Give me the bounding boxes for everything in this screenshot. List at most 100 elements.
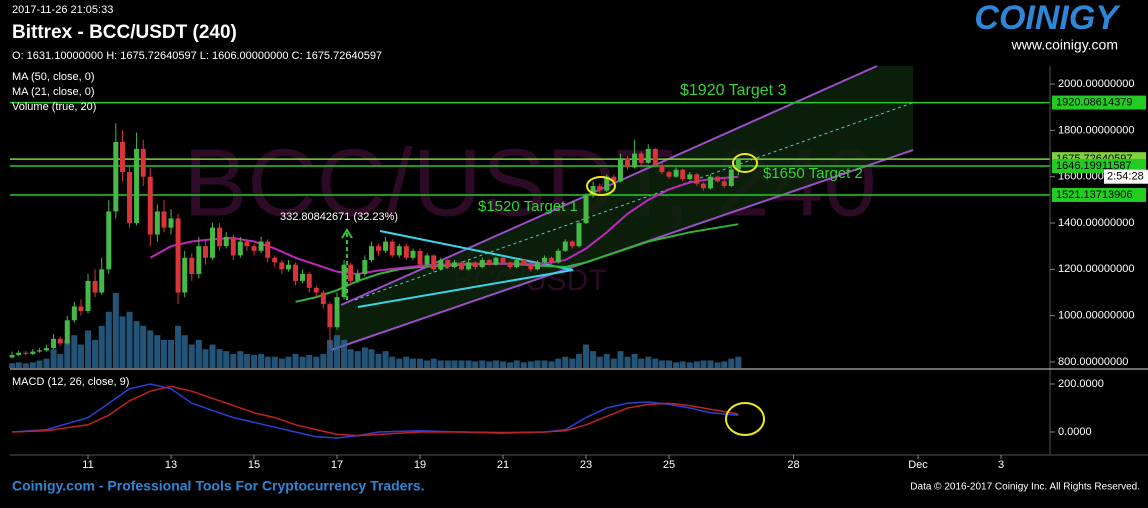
volume-bar	[216, 349, 223, 368]
volume-bar	[548, 361, 555, 368]
candle-body	[604, 176, 610, 191]
candle-body	[389, 241, 395, 256]
candle-body	[313, 287, 319, 293]
candle-body	[721, 181, 727, 186]
volume-bar	[326, 339, 333, 368]
volume-bar	[527, 361, 534, 368]
volume-bar	[112, 293, 119, 368]
y-tick-label: 800.00000000	[1058, 356, 1128, 368]
candle-body	[514, 260, 520, 268]
volume-bar	[36, 360, 43, 368]
candle-body	[106, 211, 112, 270]
volume-bar	[617, 351, 624, 368]
candle-body	[293, 264, 299, 281]
candle-body	[700, 183, 706, 189]
candle-body	[134, 148, 140, 224]
candle-body	[728, 169, 734, 186]
candle-body	[51, 338, 57, 349]
volume-bar	[361, 347, 368, 368]
candle-body	[534, 262, 540, 270]
candle-body	[30, 351, 36, 354]
x-tick-label: 3	[998, 459, 1004, 471]
volume-bar	[15, 362, 22, 368]
candle-body	[708, 176, 714, 189]
countdown: 2:54:28	[1107, 171, 1144, 183]
volume-bar	[520, 362, 527, 368]
candle-body	[666, 172, 672, 177]
candle-body	[154, 211, 160, 235]
candle-body	[597, 185, 603, 191]
footer-right: Data © 2016-2017 Coinigy Inc. All Rights…	[910, 482, 1140, 493]
volume-bar	[22, 363, 29, 368]
y-tick-label: 0.0000	[1058, 426, 1092, 438]
volume-bar	[492, 360, 499, 368]
candle-body	[99, 269, 105, 293]
candle-body	[217, 227, 223, 247]
volume-bar	[693, 361, 700, 368]
candle-body	[223, 236, 229, 247]
volume-bar	[243, 353, 250, 368]
candle-body	[57, 338, 63, 344]
candle-body	[396, 246, 402, 256]
logo: COINIGY	[974, 0, 1121, 37]
candle-body	[85, 280, 91, 312]
countdown-bg	[1104, 169, 1148, 184]
candle-body	[659, 165, 665, 173]
candle-body	[645, 148, 651, 163]
volume-bar	[590, 351, 597, 368]
candle-body	[687, 174, 693, 180]
volume-bar	[610, 358, 617, 368]
volume-bar	[458, 360, 465, 368]
volume-bar	[583, 344, 590, 368]
volume-bar	[168, 339, 175, 368]
volume-bar	[278, 358, 285, 368]
volume-bar	[624, 356, 631, 368]
candle-body	[368, 246, 374, 261]
candle-body	[486, 260, 492, 265]
candle-body	[210, 227, 216, 258]
volume-bar	[230, 353, 237, 368]
candle-body	[161, 211, 167, 228]
volume-bar	[534, 360, 541, 368]
volume-bar	[71, 335, 78, 368]
volume-bar	[631, 353, 638, 368]
volume-bar	[575, 353, 582, 368]
volume-bar	[92, 339, 99, 368]
volume-bar	[437, 360, 444, 368]
volume-bar	[735, 356, 742, 368]
volume-bar	[465, 360, 472, 368]
volume-bar	[409, 358, 416, 368]
candle-body	[735, 159, 741, 170]
candle-body	[417, 250, 423, 265]
volume-bar	[77, 344, 84, 368]
volume-bar	[645, 356, 652, 368]
volume-bar	[569, 358, 576, 368]
x-tick-label: 19	[414, 459, 426, 471]
volume-bar	[251, 354, 258, 368]
volume-bar	[541, 360, 548, 368]
x-tick-label: 28	[787, 459, 799, 471]
volume-bar	[347, 349, 354, 368]
candle-body	[182, 257, 188, 293]
macd-line	[12, 385, 739, 437]
measure-arrowhead	[341, 228, 353, 239]
volume-bar	[424, 360, 431, 368]
candle-body	[680, 169, 686, 180]
volume-bar	[403, 356, 410, 368]
candle-body	[127, 172, 133, 224]
volume-bar	[223, 351, 230, 368]
candle-body	[632, 153, 638, 168]
volume-bar	[306, 354, 313, 368]
candle-body	[576, 223, 582, 247]
volume-bar	[417, 358, 424, 368]
candle-body	[569, 241, 575, 247]
price-label: 1521.13713906	[1056, 189, 1132, 201]
y-tick-label: 1800.00000000	[1058, 124, 1134, 136]
candle-body	[521, 260, 527, 265]
volume-bar	[507, 362, 514, 368]
volume-bar	[555, 358, 562, 368]
x-tick-label: 17	[331, 459, 343, 471]
volume-bar	[195, 339, 202, 368]
price-label-bg	[1052, 159, 1146, 174]
